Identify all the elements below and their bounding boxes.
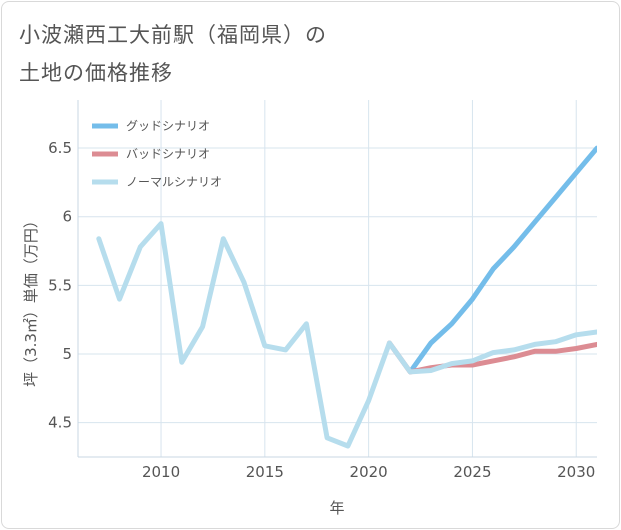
x-tick-label: 2030	[557, 463, 595, 481]
legend-label: グッドシナリオ	[126, 119, 210, 133]
legend-label: ノーマルシナリオ	[126, 175, 222, 189]
y-axis-title: 坪（3.3㎡）単価（万円）	[22, 213, 40, 387]
x-axis-title: 年	[329, 499, 344, 517]
x-tick-label: 2010	[142, 463, 180, 481]
x-tick-label: 2015	[246, 463, 284, 481]
y-tick-label: 4.5	[48, 414, 72, 432]
chart-title-line-1: 小波瀬西工大前駅（福岡県）の	[19, 23, 327, 47]
series-line-2	[96, 221, 597, 449]
legend-label: バッドシナリオ	[126, 147, 210, 161]
grid-lines	[77, 100, 597, 458]
x-tick-label: 2020	[350, 463, 388, 481]
y-tick-label: 5	[62, 345, 72, 363]
plot-area	[78, 100, 597, 457]
series-line-0	[407, 145, 597, 375]
chart-title-line-2: 土地の価格推移	[19, 61, 173, 85]
series-layer	[96, 145, 597, 449]
y-tick-label: 6	[62, 208, 72, 226]
x-tick-label: 2025	[453, 463, 491, 481]
y-tick-label: 6.5	[48, 139, 72, 157]
tick-labels: 2010 2015 2020 2025 2030 4.5 5 5.5 6 6.5	[48, 139, 595, 481]
y-tick-label: 5.5	[48, 276, 72, 294]
